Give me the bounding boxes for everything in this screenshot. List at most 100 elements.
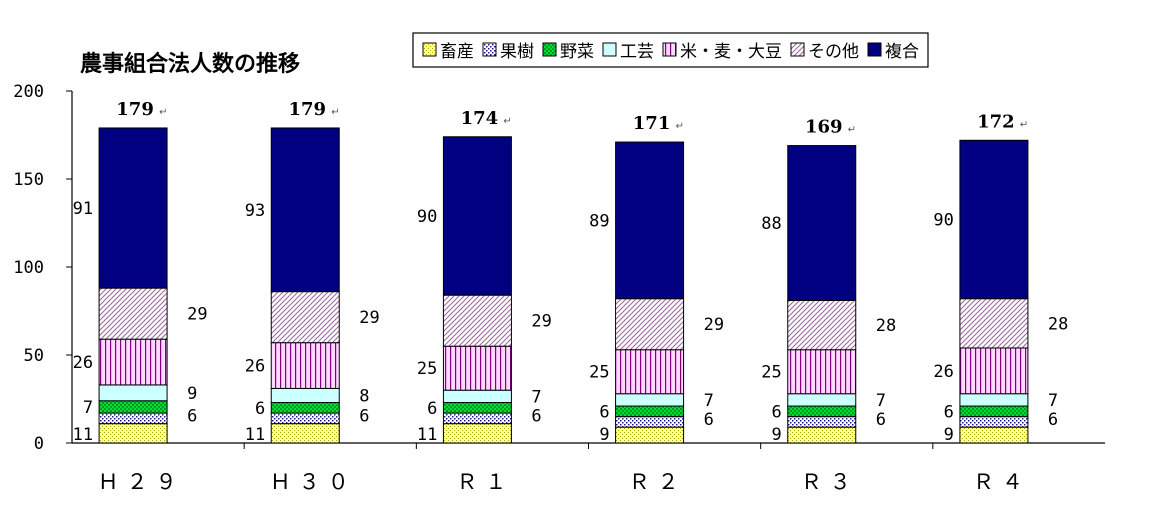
x-tick-label: Ｒ１ <box>456 470 514 494</box>
total-label: 171 <box>633 113 671 134</box>
bar-segment <box>442 423 512 444</box>
data-label: 7 <box>1048 391 1058 411</box>
total-label: 174 <box>461 108 499 129</box>
data-label: 11 <box>73 425 93 445</box>
bar-segment <box>615 393 685 407</box>
legend-label: 米・麦・大豆 <box>680 42 782 62</box>
bar-segment <box>959 298 1029 349</box>
data-label: 29 <box>531 312 551 332</box>
data-label: 28 <box>876 316 896 336</box>
legend-label: 複合 <box>885 42 919 62</box>
data-label: 90 <box>417 207 437 227</box>
axes: 0 50 100 150 200 Ｈ２９ Ｈ３０ Ｒ１ Ｒ２ Ｒ３ Ｒ４ <box>13 82 1105 494</box>
x-tick-label: Ｒ４ <box>973 470 1031 494</box>
legend-item: その他 <box>790 42 859 62</box>
legend-item: 複合 <box>867 42 919 62</box>
bar-segment <box>959 347 1029 395</box>
data-label: 6 <box>876 410 886 430</box>
bar-segment <box>270 291 340 344</box>
legend-item: 工芸 <box>602 42 654 62</box>
data-label: 9 <box>187 384 197 404</box>
legend-swatch <box>542 42 557 57</box>
data-label: 6 <box>704 410 714 430</box>
bar-segment <box>270 342 340 389</box>
bar-segment <box>98 412 168 425</box>
x-tick-label: Ｒ２ <box>629 470 687 494</box>
data-label: 25 <box>417 359 437 379</box>
y-tick-label: 100 <box>13 258 44 278</box>
data-label: 28 <box>1048 314 1068 334</box>
bar-segment <box>615 416 685 428</box>
bar-segment <box>270 387 340 404</box>
data-label: 8 <box>359 386 369 406</box>
bar-segment <box>615 349 685 395</box>
legend-swatch <box>422 42 437 57</box>
return-mark-glyph: ↵ <box>159 107 167 118</box>
x-tick-label: Ｒ３ <box>801 470 859 494</box>
data-label: 25 <box>589 363 609 383</box>
return-mark-glyph: ↵ <box>676 121 684 132</box>
bars <box>98 127 1029 444</box>
data-label: 26 <box>73 353 93 373</box>
legend-label: 工芸 <box>620 42 654 62</box>
data-label: 26 <box>245 357 265 377</box>
bar-segment <box>98 423 168 444</box>
total-label: 169 <box>805 117 843 138</box>
data-label: 9 <box>599 425 609 445</box>
bar-segment <box>442 412 512 425</box>
bar-segment <box>270 402 340 414</box>
y-tick-label: 150 <box>13 170 44 190</box>
legend-item: 野菜 <box>542 42 594 62</box>
bar-segment <box>270 127 340 293</box>
bar-segment <box>442 294 512 347</box>
bar-segment <box>98 400 168 414</box>
x-tick-label: Ｈ３０ <box>270 470 357 494</box>
y-tick-label: 0 <box>34 434 44 454</box>
data-label: 6 <box>427 399 437 419</box>
return-mark-glyph: ↵ <box>848 125 856 136</box>
bar-segment <box>615 405 685 418</box>
bar-segment <box>270 423 340 444</box>
data-label: 29 <box>187 305 207 325</box>
legend-item: 果樹 <box>482 42 534 62</box>
y-tick-label: 200 <box>13 82 44 102</box>
data-label: 6 <box>359 407 369 427</box>
bar-segment <box>98 287 168 340</box>
bar-segment <box>98 384 168 402</box>
chart-title: 農事組合法人数の推移 <box>80 51 300 77</box>
legend-swatch <box>867 42 882 57</box>
return-mark-glyph: ↵ <box>1020 119 1028 130</box>
data-label: 6 <box>944 402 954 422</box>
data-label: 11 <box>417 425 437 445</box>
bar-segment <box>787 145 857 301</box>
legend-item: 米・麦・大豆 <box>662 42 782 62</box>
legend-label: 果樹 <box>500 42 534 62</box>
legend-label: 畜産 <box>440 42 474 62</box>
bar-segment <box>787 426 857 444</box>
total-label: 179 <box>116 99 154 120</box>
legend-item: 畜産 <box>422 42 474 62</box>
bar-segment <box>615 141 685 300</box>
bar-segment <box>959 393 1029 407</box>
bar-segment <box>442 402 512 414</box>
chart-title-text: 農事組合法人数の推移 <box>80 51 300 77</box>
data-label: 26 <box>933 362 953 382</box>
bar-segment <box>442 345 512 391</box>
data-label: 7 <box>83 398 93 418</box>
legend-label: その他 <box>808 42 859 62</box>
data-label: 29 <box>359 308 379 328</box>
bar-segment <box>98 127 168 289</box>
data-label: 7 <box>704 391 714 411</box>
bar-segment <box>98 338 168 386</box>
legend-swatch <box>790 42 805 57</box>
bar-segment <box>787 393 857 407</box>
y-tick-label: 50 <box>24 346 44 366</box>
data-label: 6 <box>599 402 609 422</box>
data-label: 6 <box>772 402 782 422</box>
legend: 畜産 果樹 野菜 工芸 米・麦・大豆 その他 複合 <box>412 32 929 68</box>
legend-label: 野菜 <box>560 42 594 62</box>
data-label: 6 <box>255 399 265 419</box>
bar-segment <box>615 298 685 351</box>
